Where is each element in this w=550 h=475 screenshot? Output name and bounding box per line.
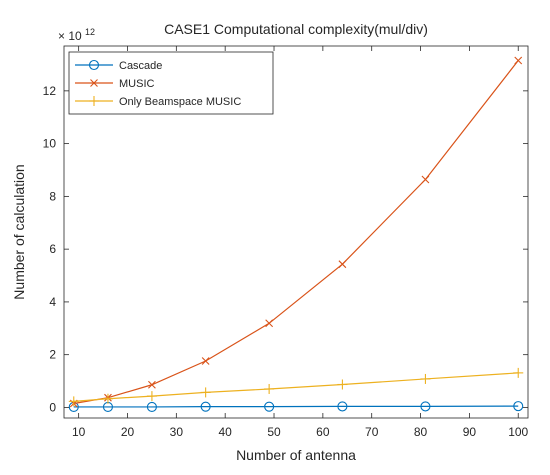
data-point (338, 260, 347, 269)
series-line (73, 60, 519, 405)
marker-stroke (201, 357, 210, 365)
data-point (146, 391, 157, 402)
data-point (68, 396, 79, 407)
series-only-beamspace-music (68, 367, 524, 407)
x-tick-label: 100 (508, 425, 528, 439)
series-line (73, 372, 519, 402)
y-axis-exponent-power: 12 (85, 27, 95, 37)
data-point (148, 380, 156, 389)
legend-item: Cascade (75, 59, 162, 72)
data-point (200, 401, 211, 412)
y-axis-label: Number of calculation (11, 164, 27, 299)
x-tick-label: 40 (218, 425, 232, 439)
chart-title: CASE1 Computational complexity(mul/div) (164, 21, 428, 37)
marker-stroke (148, 380, 156, 389)
x-tick-label: 80 (414, 425, 428, 439)
marker-stroke (90, 79, 98, 87)
y-tick-label: 8 (49, 189, 56, 203)
x-tick-label: 50 (267, 425, 281, 439)
data-point (200, 387, 211, 398)
data-point (89, 96, 99, 106)
marker-stroke (338, 260, 347, 269)
data-point (337, 401, 348, 412)
data-point (337, 379, 348, 390)
legend-label: Only Beamspace MUSIC (119, 96, 241, 108)
data-point (513, 401, 524, 412)
legend-label: Cascade (119, 60, 162, 72)
legend-label: MUSIC (119, 78, 155, 90)
y-tick-label: 4 (49, 295, 56, 309)
data-point (420, 401, 431, 412)
data-point (421, 175, 430, 184)
series-music (69, 56, 523, 408)
data-point (90, 79, 98, 87)
marker-stroke (265, 319, 274, 328)
x-axis-label: Number of antenna (236, 447, 356, 463)
series-layer (68, 56, 524, 412)
legend-item: Only Beamspace MUSIC (75, 96, 241, 108)
legend-item: MUSIC (75, 78, 155, 90)
data-point (513, 367, 524, 378)
data-point (264, 401, 275, 412)
legend: Cascade MUSIC Only Beamspace MUSIC (68, 51, 274, 115)
x-tick-label: 30 (170, 425, 184, 439)
y-tick-label: 10 (43, 137, 57, 151)
x-tick-label: 90 (463, 425, 477, 439)
x-tick-label: 10 (72, 425, 86, 439)
y-axis-exponent-base: × 10 (58, 29, 82, 43)
y-tick-label: 2 (49, 348, 56, 362)
data-point (264, 383, 275, 394)
data-point (102, 393, 113, 404)
y-axis-exponent: × 10 12 (58, 27, 95, 43)
series-cascade (68, 401, 524, 412)
marker-stroke (514, 56, 523, 65)
axes-layer: 10 20 30 40 50 60 70 80 90 100 0 2 4 6 8 10 12 (43, 45, 529, 439)
y-tick-label: 12 (43, 84, 57, 98)
data-point (146, 401, 157, 412)
y-tick-label: 0 (49, 400, 56, 414)
x-tick-label: 20 (121, 425, 135, 439)
marker-stroke (421, 175, 430, 184)
data-point (201, 357, 210, 365)
data-point (265, 319, 274, 328)
series-line (73, 405, 519, 408)
y-tick-label: 6 (49, 242, 56, 256)
data-point (88, 59, 100, 71)
data-point (514, 56, 523, 65)
data-point (420, 373, 431, 384)
axes-box (63, 45, 529, 419)
x-tick-label: 70 (365, 425, 379, 439)
x-tick-label: 60 (316, 425, 330, 439)
